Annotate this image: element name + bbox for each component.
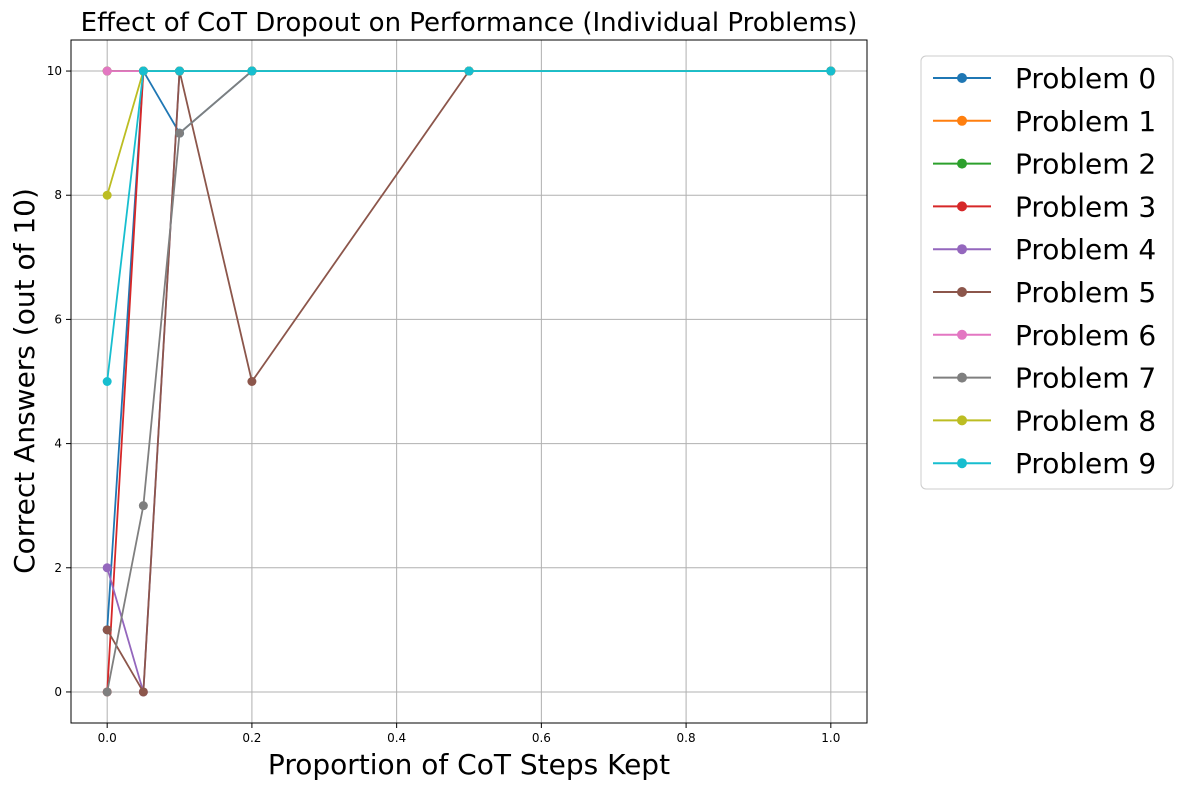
series-line <box>106 70 831 382</box>
legend-marker <box>957 201 967 212</box>
series-line <box>106 70 831 693</box>
legend-marker <box>957 287 967 297</box>
series-line <box>106 70 831 693</box>
legend-item: Problem 0 <box>933 62 1156 95</box>
y-tick-label: 10 <box>47 64 62 78</box>
data-point <box>102 377 112 386</box>
data-point <box>102 687 112 697</box>
data-point <box>102 563 112 573</box>
data-point <box>138 66 148 76</box>
grid <box>71 40 867 723</box>
legend-item: Problem 2 <box>933 148 1156 181</box>
x-axis-ticks: 0.0 0.2 0.4 0.6 0.8 1.0 <box>98 723 840 745</box>
series-line <box>106 70 831 693</box>
series-problem-4 <box>102 66 836 697</box>
legend-item: Problem 5 <box>933 276 1156 309</box>
legend-label: Problem 2 <box>1015 148 1156 181</box>
series-line <box>106 70 831 196</box>
legend-marker <box>957 244 967 255</box>
legend-label: Problem 3 <box>1015 190 1156 223</box>
y-tick-label: 4 <box>54 437 62 451</box>
series-problem-8 <box>102 66 836 200</box>
legend-item: Problem 3 <box>933 190 1156 223</box>
y-tick-label: 8 <box>54 188 62 202</box>
legend-label: Problem 6 <box>1015 319 1156 352</box>
y-tick-label: 2 <box>54 561 62 575</box>
legend-item: Problem 1 <box>933 105 1156 138</box>
legend-label: Problem 9 <box>1015 447 1156 480</box>
x-axis-label: Proportion of CoT Steps Kept <box>268 748 670 781</box>
x-tick-label: 0.8 <box>677 731 696 745</box>
x-tick-label: 0.6 <box>532 731 551 745</box>
legend-label: Problem 4 <box>1015 233 1156 266</box>
data-point <box>102 66 112 76</box>
series-problem-5 <box>102 66 836 697</box>
legend-item: Problem 8 <box>933 404 1156 437</box>
y-tick-label: 6 <box>54 312 62 326</box>
legend-item: Problem 7 <box>933 362 1156 395</box>
legend-item: Problem 9 <box>933 447 1156 480</box>
plot-frame <box>70 39 868 724</box>
legend: Problem 0 Problem 1 Problem 2 Problem 3 Prob… <box>920 55 1174 490</box>
legend-label: Problem 1 <box>1015 105 1156 138</box>
series-problem-0 <box>102 66 836 635</box>
legend-label: Problem 8 <box>1015 404 1156 437</box>
legend-marker <box>957 73 967 83</box>
x-tick-label: 0.0 <box>98 731 117 745</box>
legend-items: Problem 0 Problem 1 Problem 2 Problem 3 Prob… <box>933 62 1156 480</box>
legend-marker <box>957 115 967 126</box>
legend-label: Problem 7 <box>1015 362 1156 395</box>
data-point <box>247 66 257 76</box>
y-tick-label: 0 <box>54 685 62 699</box>
chart-title: Effect of CoT Dropout on Performance (In… <box>81 8 858 38</box>
series-problem-7 <box>102 66 836 697</box>
data-point <box>826 66 836 76</box>
data-point <box>102 625 112 635</box>
x-tick-label: 0.2 <box>242 731 261 745</box>
series-line <box>106 70 831 693</box>
legend-marker <box>957 415 967 426</box>
x-tick-label: 0.4 <box>387 731 406 745</box>
data-point <box>175 66 185 76</box>
legend-label: Problem 0 <box>1015 62 1156 95</box>
data-point <box>464 66 474 76</box>
legend-marker <box>957 372 967 383</box>
series-problem-9 <box>102 66 836 386</box>
series-line <box>106 70 831 630</box>
data-point <box>247 377 257 386</box>
data-point <box>138 501 148 511</box>
y-axis-label: Correct Answers (out of 10) <box>8 188 41 574</box>
y-axis-ticks: 0 2 4 6 8 10 <box>47 64 71 699</box>
legend-marker <box>957 158 967 169</box>
legend-item: Problem 4 <box>933 233 1156 266</box>
legend-marker <box>957 458 967 469</box>
data-point <box>138 687 148 697</box>
series-problem-3 <box>102 66 836 697</box>
legend-label: Problem 5 <box>1015 276 1156 309</box>
legend-marker <box>957 329 967 340</box>
data-point <box>102 190 112 200</box>
x-tick-label: 1.0 <box>821 731 840 745</box>
data-point <box>175 128 185 138</box>
legend-item: Problem 6 <box>933 319 1156 352</box>
plot-series <box>102 66 836 697</box>
